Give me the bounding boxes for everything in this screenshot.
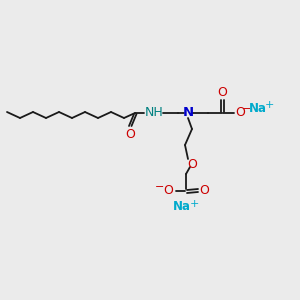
Text: +: + xyxy=(189,199,199,209)
Text: O: O xyxy=(163,184,173,197)
Text: −: − xyxy=(155,182,165,192)
Text: −: − xyxy=(242,104,252,114)
Text: O: O xyxy=(235,106,245,119)
Text: O: O xyxy=(125,128,135,140)
Text: Na: Na xyxy=(173,200,191,214)
Text: Na: Na xyxy=(249,101,267,115)
Text: N: N xyxy=(182,106,194,119)
Text: NH: NH xyxy=(145,106,164,119)
Text: O: O xyxy=(187,158,197,170)
Text: O: O xyxy=(217,86,227,100)
Text: O: O xyxy=(199,184,209,197)
Text: +: + xyxy=(264,100,274,110)
